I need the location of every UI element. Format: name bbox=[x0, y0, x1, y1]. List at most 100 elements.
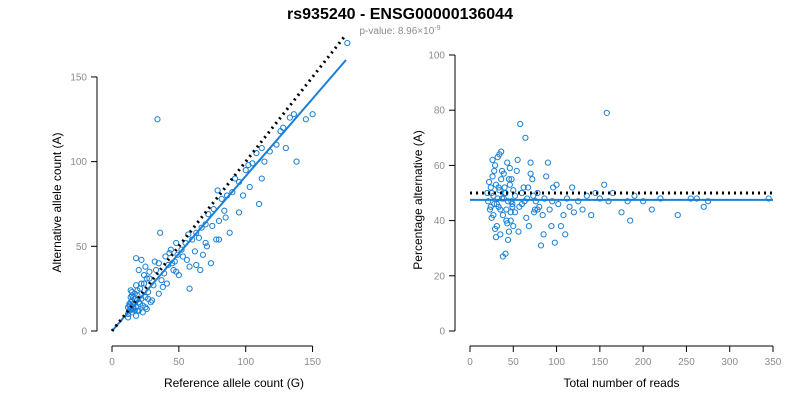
left-data-point bbox=[282, 144, 289, 152]
right-data-point bbox=[624, 198, 631, 205]
chart-title: rs935240 - ENSG00000136044 bbox=[287, 6, 513, 23]
right-data-point bbox=[618, 209, 625, 216]
left-y-tick-label: 150 bbox=[70, 72, 87, 83]
right-data-point bbox=[537, 242, 545, 249]
left-y-tick-label: 100 bbox=[70, 157, 87, 168]
left-data-point bbox=[193, 261, 200, 269]
left-data-point bbox=[157, 229, 164, 236]
left-data-point bbox=[136, 300, 144, 307]
right-data-point bbox=[527, 170, 534, 177]
left-data-point bbox=[261, 158, 268, 165]
right-data-point bbox=[534, 189, 541, 197]
right-data-point bbox=[501, 184, 508, 191]
right-y-tick-label: 80 bbox=[434, 106, 446, 117]
right-data-point bbox=[506, 165, 513, 172]
right-data-point bbox=[485, 178, 493, 186]
left-data-point bbox=[179, 253, 186, 260]
left-data-point bbox=[202, 239, 209, 247]
right-data-point bbox=[548, 223, 555, 230]
left-data-point bbox=[191, 248, 199, 255]
right-data-point bbox=[511, 209, 519, 216]
right-data-point bbox=[596, 195, 603, 202]
right-data-point bbox=[489, 173, 496, 180]
left-data-point bbox=[134, 307, 141, 314]
left-data-point bbox=[231, 175, 239, 182]
right-data-point bbox=[491, 167, 498, 175]
left-data-point bbox=[158, 277, 165, 284]
right-data-point bbox=[566, 203, 573, 210]
right-data-point bbox=[495, 184, 502, 191]
right-y-tick-label: 20 bbox=[434, 271, 446, 282]
left-data-point bbox=[162, 253, 169, 260]
left-data-point bbox=[203, 243, 211, 250]
left-data-point bbox=[209, 222, 216, 230]
left-data-point bbox=[132, 255, 140, 262]
left-data-point bbox=[215, 236, 223, 243]
left-data-point bbox=[213, 236, 220, 243]
right-data-point bbox=[496, 151, 503, 158]
right-data-point bbox=[504, 236, 512, 244]
right-data-point bbox=[490, 211, 497, 219]
right-data-point bbox=[541, 195, 548, 202]
right-data-point bbox=[531, 206, 539, 213]
right-data-point bbox=[507, 209, 514, 216]
right-data-point bbox=[508, 198, 515, 205]
right-data-point bbox=[515, 228, 522, 235]
right-data-point bbox=[500, 195, 507, 202]
right-data-point bbox=[557, 223, 565, 230]
right-data-point bbox=[534, 206, 541, 213]
right-data-point bbox=[605, 198, 612, 205]
right-data-point bbox=[549, 198, 556, 205]
left-data-point bbox=[131, 307, 138, 314]
right-data-point bbox=[560, 211, 567, 219]
right-data-point bbox=[657, 195, 664, 202]
left-data-point bbox=[183, 256, 190, 263]
right-data-point bbox=[502, 189, 509, 197]
left-data-point bbox=[193, 229, 200, 236]
right-data-point bbox=[492, 234, 500, 241]
right-data-point bbox=[489, 156, 496, 163]
right-data-point bbox=[570, 209, 577, 216]
right-data-point bbox=[601, 181, 608, 188]
left-data-point bbox=[199, 251, 207, 258]
left-data-point bbox=[226, 229, 233, 236]
right-data-point bbox=[555, 200, 562, 208]
right-data-point bbox=[508, 176, 515, 183]
left-data-point bbox=[178, 246, 185, 253]
right-x-tick-label: 150 bbox=[592, 357, 609, 368]
left-data-point bbox=[143, 305, 150, 313]
left-data-point bbox=[140, 272, 148, 279]
left-data-point bbox=[344, 39, 351, 47]
left-data-point bbox=[186, 285, 193, 292]
left-data-point bbox=[126, 302, 133, 309]
left-data-point bbox=[132, 312, 140, 319]
right-data-point bbox=[505, 228, 513, 235]
left-y-tick-label: 0 bbox=[81, 327, 87, 338]
chart-subtitle: p-value: 8.96×10-9 bbox=[359, 25, 440, 37]
right-data-point bbox=[592, 189, 599, 197]
right-x-tick-label: 350 bbox=[765, 357, 782, 368]
left-data-point bbox=[229, 189, 236, 196]
right-data-point bbox=[492, 225, 499, 232]
right-data-point bbox=[487, 203, 494, 210]
left-data-point bbox=[147, 299, 154, 306]
left-reference-line bbox=[110, 33, 348, 332]
right-data-point bbox=[493, 200, 500, 208]
left-data-point bbox=[221, 207, 228, 214]
right-scatter-panel: 0 50 100 150 200 250 300 350 0 20 40 60 80 100 Total n… bbox=[411, 51, 782, 391]
left-x-tick-label: 150 bbox=[304, 357, 321, 368]
right-data-point bbox=[575, 198, 582, 205]
right-data-point bbox=[503, 217, 510, 224]
right-data-point bbox=[693, 195, 700, 202]
right-data-point bbox=[497, 206, 504, 213]
right-data-point bbox=[529, 176, 536, 183]
left-data-point bbox=[163, 280, 170, 287]
right-data-point bbox=[503, 206, 510, 213]
left-data-point bbox=[239, 192, 247, 199]
left-data-point bbox=[155, 290, 162, 297]
right-data-point bbox=[485, 198, 492, 205]
right-data-point bbox=[514, 156, 521, 163]
right-data-point bbox=[509, 200, 516, 208]
right-data-point bbox=[539, 211, 546, 219]
left-data-point bbox=[185, 231, 192, 238]
